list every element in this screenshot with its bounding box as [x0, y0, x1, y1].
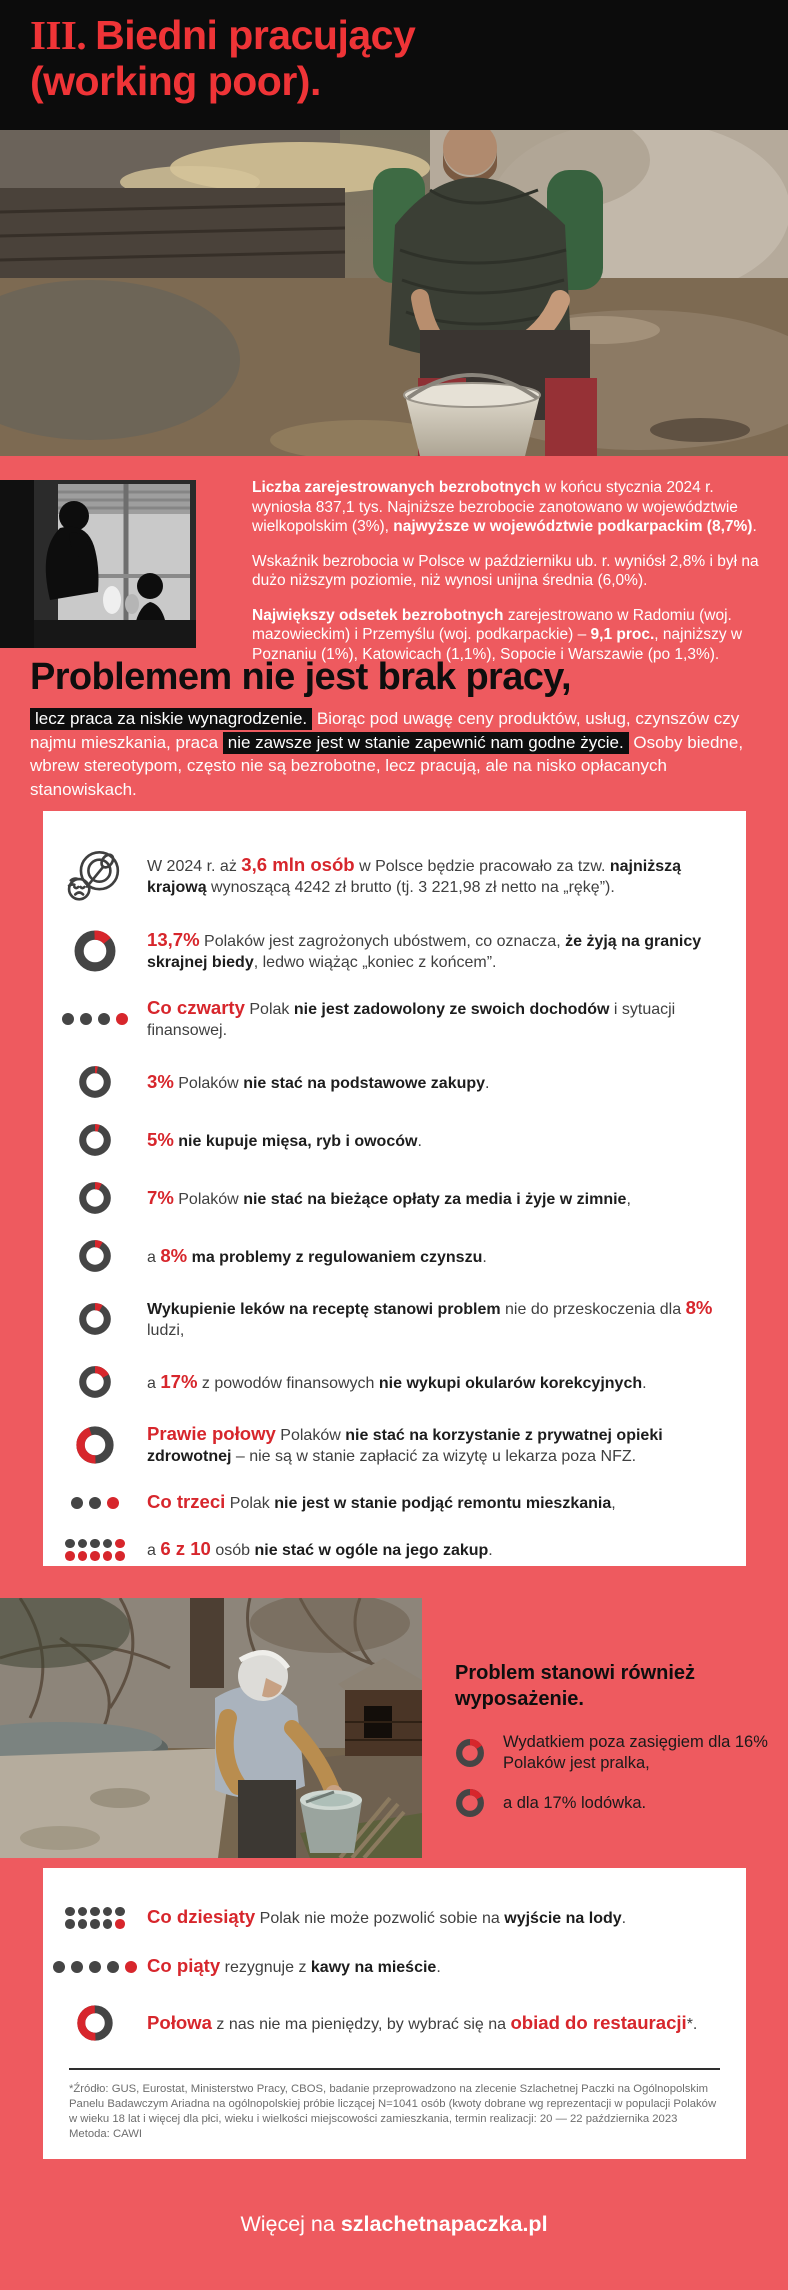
- stat-item: Co piąty rezygnuje z kawy na mieście.: [43, 1955, 746, 1978]
- intro-section: Problemem nie jest brak pracy, lecz prac…: [30, 656, 762, 801]
- donut-chart-icon: [43, 929, 147, 973]
- title-line2: (working poor).: [30, 58, 321, 104]
- stat-text: 5% nie kupuje mięsa, ryb i owoców.: [147, 1128, 422, 1150]
- main-heading: Problemem nie jest brak pracy,: [30, 656, 572, 698]
- stat-text: Wykupienie leków na receptę stanowi prob…: [147, 1297, 713, 1339]
- stat-text: Co piąty rezygnuje z kawy na mieście.: [147, 1955, 441, 1976]
- donut-chart-icon: [455, 1788, 503, 1818]
- photo-woman-at-well: [0, 1598, 422, 1858]
- dots-ratio-icon: [43, 1906, 147, 1929]
- stat-text: Co dziesiąty Polak nie może pozwolić sob…: [147, 1906, 627, 1927]
- dots-ratio-icon: [43, 1538, 147, 1561]
- footer-text: Więcej na szlachetnapaczka.pl: [240, 2212, 547, 2237]
- footer-prefix: Więcej na: [240, 2212, 341, 2236]
- donut-chart-icon: [43, 1302, 147, 1336]
- dots-ratio-icon: [43, 1013, 147, 1025]
- stat-text: Wydatkiem poza zasięgiem dla 16% Polaków…: [503, 1733, 768, 1772]
- stat-text: a 17% z powodów finansowych nie wykupi o…: [147, 1370, 647, 1392]
- page-title: III. Biedni pracujący (working poor).: [30, 12, 416, 104]
- stat-text: 13,7% Polaków jest zagrożonych ubóstwem,…: [147, 929, 702, 971]
- equipment-box: Problem stanowi również wyposażenie. Wyd…: [455, 1660, 775, 1832]
- photo-mother-and-child: [0, 480, 196, 648]
- dots-ratio-icon: [43, 1496, 147, 1509]
- stat-text: a 8% ma problemy z regulowaniem czynszu.: [147, 1244, 487, 1266]
- donut-chart-icon: [43, 1365, 147, 1399]
- stat-item: a 6 z 10 osób nie stać w ogóle na jego z…: [43, 1538, 746, 1561]
- stat-text: Połowa z nas nie ma pieniędzy, by wybrać…: [147, 2011, 698, 2033]
- unemployment-stats: Liczba zarejestrowanych bezrobotnych w k…: [252, 478, 768, 679]
- stat-paragraph: Liczba zarejestrowanych bezrobotnych w k…: [252, 479, 757, 535]
- stat-text: Co czwarty Polak nie jest zadowolony ze …: [147, 997, 676, 1039]
- stat-item: a 8% ma problemy z regulowaniem czynszu.: [43, 1239, 746, 1273]
- footer-site-link[interactable]: szlachetnapaczka.pl: [340, 2212, 548, 2236]
- stat-item: a dla 17% lodówka.: [455, 1788, 775, 1818]
- stat-item: 5% nie kupuje mięsa, ryb i owoców.: [43, 1123, 746, 1157]
- footer: Więcej na szlachetnapaczka.pl: [0, 2159, 788, 2290]
- stat-item: 3% Polaków nie stać na podstawowe zakupy…: [43, 1065, 746, 1099]
- intro-paragraph: lecz praca za niskie wynagrodzenie. Bior…: [30, 708, 744, 799]
- stat-text: a dla 17% lodówka.: [503, 1793, 647, 1812]
- stat-item: Wydatkiem poza zasięgiem dla 16% Polaków…: [455, 1732, 775, 1774]
- donut-chart-icon: [43, 1239, 147, 1273]
- stat-item: W 2024 r. aż 3,6 mln osób w Polsce będzi…: [43, 847, 746, 905]
- source-footnote: *Źródło: GUS, Eurostat, Ministerstwo Pra…: [69, 2083, 717, 2140]
- stat-text: Prawie połowy Polaków nie stać na korzys…: [147, 1423, 663, 1465]
- stat-text: a 6 z 10 osób nie stać w ogóle na jego z…: [147, 1538, 493, 1559]
- donut-chart-icon: [43, 1123, 147, 1157]
- stat-item: 7% Polaków nie stać na bieżące opłaty za…: [43, 1181, 746, 1215]
- stat-paragraph: Największy odsetek bezrobotnych zarejest…: [252, 606, 743, 663]
- stat-paragraph: Wskaźnik bezrobocia w Polsce w październ…: [252, 552, 759, 590]
- donut-chart-icon: [43, 2004, 147, 2042]
- stat-text: Co trzeci Polak nie jest w stanie podjąć…: [147, 1491, 616, 1512]
- divider: [69, 2068, 720, 2070]
- section-numeral: III.: [30, 12, 87, 58]
- stat-item: Wykupienie leków na receptę stanowi prob…: [43, 1297, 746, 1341]
- stat-item: 13,7% Polaków jest zagrożonych ubóstwem,…: [43, 929, 746, 973]
- photo-man-with-bucket: [0, 130, 788, 456]
- dots-ratio-icon: [43, 1960, 147, 1973]
- bottom-list: Co dziesiąty Polak nie może pozwolić sob…: [43, 1906, 746, 2042]
- stat-item: Prawie połowy Polaków nie stać na korzys…: [43, 1423, 746, 1467]
- stat-text: 3% Polaków nie stać na podstawowe zakupy…: [147, 1070, 490, 1092]
- stat-item: a 17% z powodów finansowych nie wykupi o…: [43, 1365, 746, 1399]
- stat-text: W 2024 r. aż 3,6 mln osób w Polsce będzi…: [147, 854, 682, 896]
- donut-chart-icon: [43, 1065, 147, 1099]
- header: III. Biedni pracujący (working poor).: [0, 0, 788, 130]
- donut-chart-icon: [43, 1425, 147, 1465]
- equipment-heading: Problem stanowi również wyposażenie.: [455, 1662, 696, 1710]
- stat-item: Co czwarty Polak nie jest zadowolony ze …: [43, 997, 746, 1041]
- empty-plate-sad-face-icon: [43, 847, 147, 905]
- stats-card: W 2024 r. aż 3,6 mln osób w Polsce będzi…: [43, 811, 746, 1566]
- title-line1: Biedni pracujący: [95, 12, 416, 58]
- donut-chart-icon: [455, 1738, 503, 1768]
- donut-chart-icon: [43, 1181, 147, 1215]
- stat-item: Połowa z nas nie ma pieniędzy, by wybrać…: [43, 2004, 746, 2042]
- stat-item: Co trzeci Polak nie jest w stanie podjąć…: [43, 1491, 746, 1514]
- equipment-list: Wydatkiem poza zasięgiem dla 16% Polaków…: [455, 1732, 775, 1818]
- bottom-card: Co dziesiąty Polak nie może pozwolić sob…: [43, 1868, 746, 2159]
- stat-text: 7% Polaków nie stać na bieżące opłaty za…: [147, 1186, 631, 1208]
- stat-item: Co dziesiąty Polak nie może pozwolić sob…: [43, 1906, 746, 1929]
